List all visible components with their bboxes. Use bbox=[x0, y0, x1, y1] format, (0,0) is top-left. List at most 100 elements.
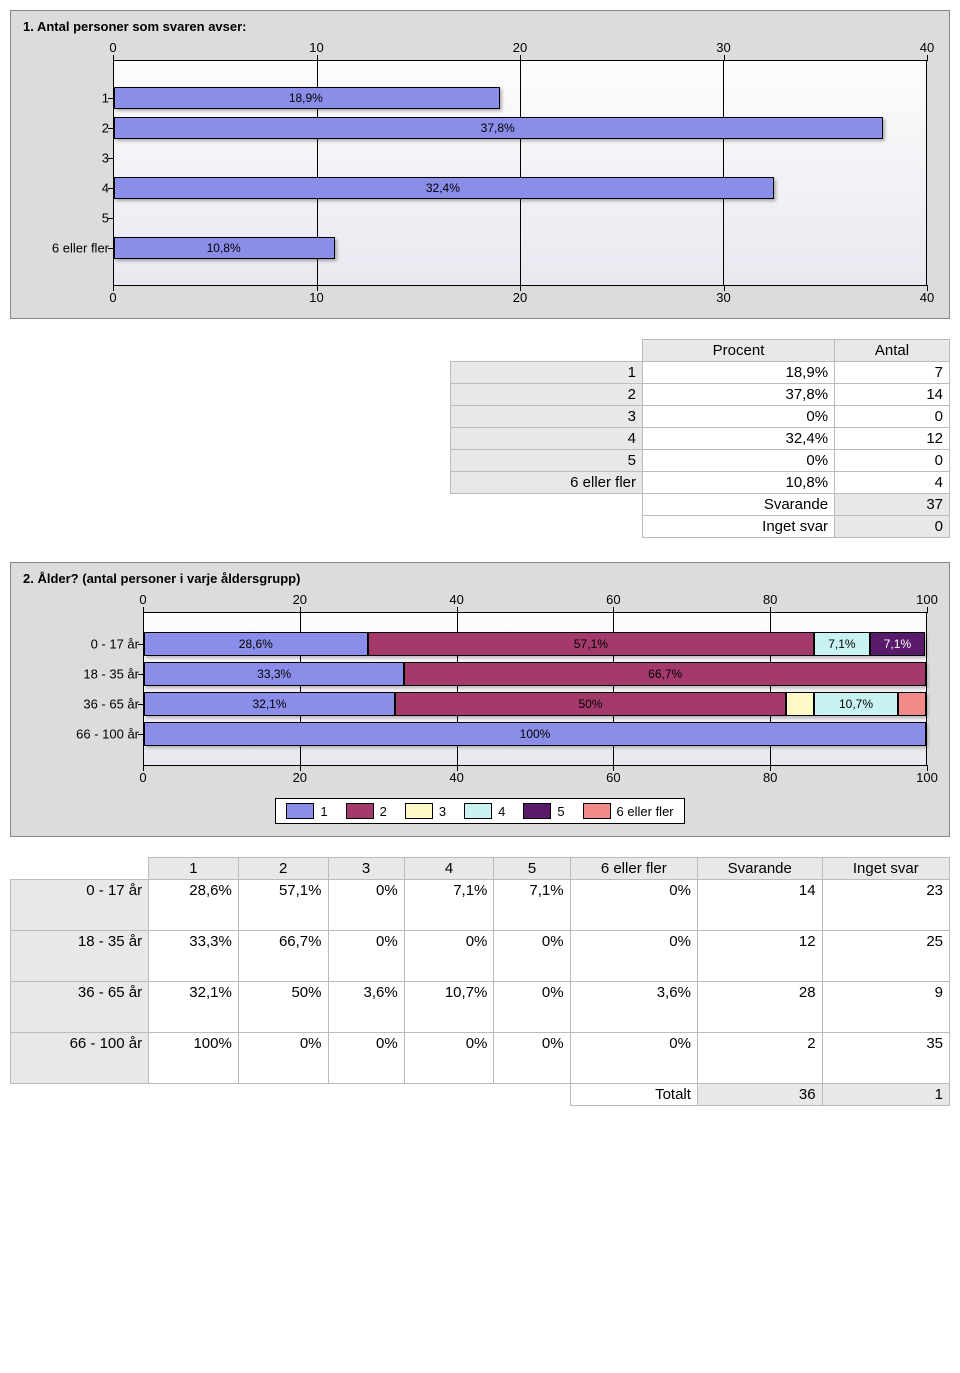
chart2-segment-label: 57,1% bbox=[574, 637, 608, 651]
table2-total-spacer bbox=[238, 1084, 328, 1106]
chart2-segment-label: 33,3% bbox=[257, 667, 291, 681]
chart2-legend-item: 1 bbox=[286, 803, 327, 819]
table2-cell: 9 bbox=[822, 982, 949, 1033]
table2-cell: 10,7% bbox=[404, 982, 494, 1033]
chart1-y-label: 5 bbox=[19, 211, 109, 226]
chart1-x-label: 40 bbox=[920, 40, 934, 55]
chart2-legend-swatch bbox=[464, 803, 492, 819]
table1-row-pct: 0% bbox=[643, 450, 835, 472]
chart1-y-label: 3 bbox=[19, 151, 109, 166]
chart2-x-label: 80 bbox=[763, 592, 777, 607]
chart2-legend-swatch bbox=[405, 803, 433, 819]
table2-cell: 7,1% bbox=[404, 880, 494, 931]
table2-cell: 0% bbox=[494, 931, 570, 982]
table2-col-header: 4 bbox=[404, 858, 494, 880]
table2-cell: 0% bbox=[570, 1033, 697, 1084]
table1-row: 432,4%12 bbox=[451, 428, 950, 450]
chart1-x-label: 30 bbox=[716, 40, 730, 55]
chart1-bar-label: 18,9% bbox=[289, 91, 323, 105]
table2-row: 66 - 100 år100%0%0%0%0%0%235 bbox=[11, 1033, 950, 1084]
table2-total-spacer bbox=[404, 1084, 494, 1106]
chart2-segment-label: 7,1% bbox=[828, 637, 855, 651]
chart2-segment bbox=[898, 692, 926, 716]
table1-row: 118,9%7 bbox=[451, 362, 950, 384]
chart2-x-tick bbox=[143, 765, 144, 771]
table2-cell: 0% bbox=[570, 880, 697, 931]
chart2-row: 36 - 65 år32,1%50%10,7% bbox=[144, 689, 926, 719]
chart2-x-label: 40 bbox=[449, 770, 463, 785]
chart2-legend-label: 2 bbox=[380, 804, 387, 819]
chart2-legend-swatch bbox=[523, 803, 551, 819]
chart2-x-tick bbox=[613, 765, 614, 771]
chart2-legend-item: 6 eller fler bbox=[583, 803, 674, 819]
table2-cell: 3,6% bbox=[328, 982, 404, 1033]
chart2-row: 18 - 35 år33,3%66,7% bbox=[144, 659, 926, 689]
table1-footer-label: Svarande bbox=[643, 494, 835, 516]
table1-header-antal: Antal bbox=[835, 340, 950, 362]
table2-cell: 0% bbox=[494, 982, 570, 1033]
chart2-segment-label: 7,1% bbox=[884, 637, 911, 651]
table2-cell: 0% bbox=[328, 931, 404, 982]
table2-col-header: Inget svar bbox=[822, 858, 949, 880]
chart2-segment-label: 100% bbox=[520, 727, 551, 741]
table2-total-spacer bbox=[11, 1084, 149, 1106]
chart2-legend-item: 4 bbox=[464, 803, 505, 819]
chart2-x-tick bbox=[927, 765, 928, 771]
chart2-segment: 66,7% bbox=[404, 662, 926, 686]
table1-footer-row: Svarande37 bbox=[451, 494, 950, 516]
table1-row: 237,8%14 bbox=[451, 384, 950, 406]
chart2-row: 66 - 100 år100% bbox=[144, 719, 926, 749]
table2-body: 0 - 17 år28,6%57,1%0%7,1%7,1%0%142318 - … bbox=[11, 880, 950, 1106]
table1-row-pct: 0% bbox=[643, 406, 835, 428]
table1-row-n: 4 bbox=[835, 472, 950, 494]
chart1-y-tick bbox=[108, 218, 114, 219]
table1-header-row: Procent Antal bbox=[451, 340, 950, 362]
chart1-x-tick bbox=[113, 285, 114, 291]
table1-body: 118,9%7237,8%1430%0432,4%1250%06 eller f… bbox=[451, 362, 950, 538]
chart2-xaxis-bottom: 020406080100 bbox=[143, 766, 927, 786]
table2-header-row: 123456 eller flerSvarandeInget svar bbox=[11, 858, 950, 880]
chart1-x-tick bbox=[520, 285, 521, 291]
table2-col-header: Svarande bbox=[697, 858, 822, 880]
chart2-y-label: 0 - 17 år bbox=[19, 637, 139, 652]
chart2-y-label: 36 - 65 år bbox=[19, 697, 139, 712]
table1-row-pct: 18,9% bbox=[643, 362, 835, 384]
table2-cell: 100% bbox=[149, 1033, 239, 1084]
table2-cell: 57,1% bbox=[238, 880, 328, 931]
chart2-x-label: 40 bbox=[449, 592, 463, 607]
chart1-row: 432,4% bbox=[114, 173, 926, 203]
chart1-plot: 118,9%237,8%3432,4%56 eller fler10,8% bbox=[113, 60, 927, 286]
chart2-plot-wrap: 020406080100 0 - 17 år28,6%57,1%7,1%7,1%… bbox=[23, 592, 937, 786]
chart1-x-label: 40 bbox=[920, 290, 934, 305]
chart2-x-tick bbox=[927, 607, 928, 613]
table2-row: 36 - 65 år32,1%50%3,6%10,7%0%3,6%289 bbox=[11, 982, 950, 1033]
table1-row-label: 3 bbox=[451, 406, 643, 428]
chart2-segment: 28,6% bbox=[144, 632, 368, 656]
chart2-title: 2. Ålder? (antal personer i varje ålders… bbox=[23, 571, 937, 586]
chart1-plot-wrap: 010203040 118,9%237,8%3432,4%56 eller fl… bbox=[23, 40, 937, 306]
chart2-x-label: 20 bbox=[293, 770, 307, 785]
chart1-y-label: 4 bbox=[19, 181, 109, 196]
table2-total-cell: 36 bbox=[697, 1084, 822, 1106]
table2-total-spacer bbox=[328, 1084, 404, 1106]
chart1-bar-label: 32,4% bbox=[426, 181, 460, 195]
table2-total-cell: 1 bbox=[822, 1084, 949, 1106]
table2: 123456 eller flerSvarandeInget svar 0 - … bbox=[10, 857, 950, 1106]
table2-cell: 50% bbox=[238, 982, 328, 1033]
chart2-x-label: 60 bbox=[606, 770, 620, 785]
table1-row: 30%0 bbox=[451, 406, 950, 428]
table1-header-procent: Procent bbox=[643, 340, 835, 362]
chart1-y-label: 2 bbox=[19, 121, 109, 136]
table2-cell: 35 bbox=[822, 1033, 949, 1084]
chart1-y-label: 6 eller fler bbox=[19, 241, 109, 256]
table2-cell: 0% bbox=[404, 1033, 494, 1084]
chart2-legend: 123456 eller fler bbox=[275, 798, 684, 824]
chart1-title: 1. Antal personer som svaren avser: bbox=[23, 19, 937, 34]
chart1-x-tick bbox=[927, 285, 928, 291]
table1-footer-n: 0 bbox=[835, 516, 950, 538]
table1-empty-header bbox=[451, 340, 643, 362]
table2-cell: 66,7% bbox=[238, 931, 328, 982]
table2-total-row: Totalt361 bbox=[11, 1084, 950, 1106]
table1-row-n: 14 bbox=[835, 384, 950, 406]
chart1-xaxis-bottom: 010203040 bbox=[113, 286, 927, 306]
